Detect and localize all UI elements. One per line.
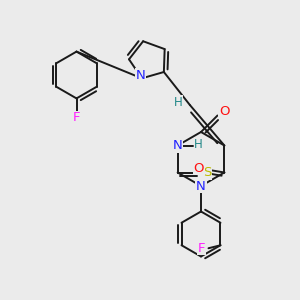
Text: N: N xyxy=(173,139,182,152)
Text: S: S xyxy=(203,166,212,179)
Text: O: O xyxy=(219,105,230,119)
Text: F: F xyxy=(198,242,205,255)
Text: F: F xyxy=(73,111,80,124)
Text: N: N xyxy=(136,69,145,82)
Text: N: N xyxy=(196,179,206,193)
Text: H: H xyxy=(173,95,182,109)
Text: O: O xyxy=(194,161,204,175)
Text: H: H xyxy=(194,137,203,151)
